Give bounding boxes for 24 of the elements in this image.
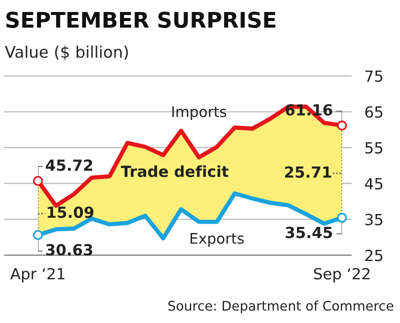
annotation: 25.71 <box>285 166 332 178</box>
chart-title: SEPTEMBER SURPRISE <box>6 12 276 28</box>
y-tick-label: 65 <box>365 106 382 118</box>
y-tick-label: 45 <box>364 178 382 190</box>
point <box>337 120 347 131</box>
y-tick-label: 55 <box>365 142 382 154</box>
series-label: Exports <box>190 233 244 247</box>
series-label: Imports <box>172 106 226 120</box>
x-tick-label: Apr ‘21 <box>10 268 64 282</box>
y-axis-title: Value ($ billion) <box>4 46 128 60</box>
y-tick-label: 35 <box>365 214 382 226</box>
data-label: 45.72 <box>46 159 92 171</box>
data-label: 30.63 <box>46 244 92 256</box>
y-tick-label: 25 <box>365 250 382 262</box>
point <box>337 212 347 223</box>
x-tick-label: Sep ‘22 <box>314 268 370 282</box>
data-label: 35.45 <box>286 226 332 238</box>
point <box>33 230 43 240</box>
data-label: 61.16 <box>286 104 332 116</box>
source-note: Source: Department of Commerce <box>168 300 394 314</box>
annotation: 15.09 <box>48 206 94 218</box>
point <box>33 176 43 186</box>
annotation: Trade deficit <box>120 165 228 178</box>
y-tick-label: 75 <box>365 70 382 82</box>
